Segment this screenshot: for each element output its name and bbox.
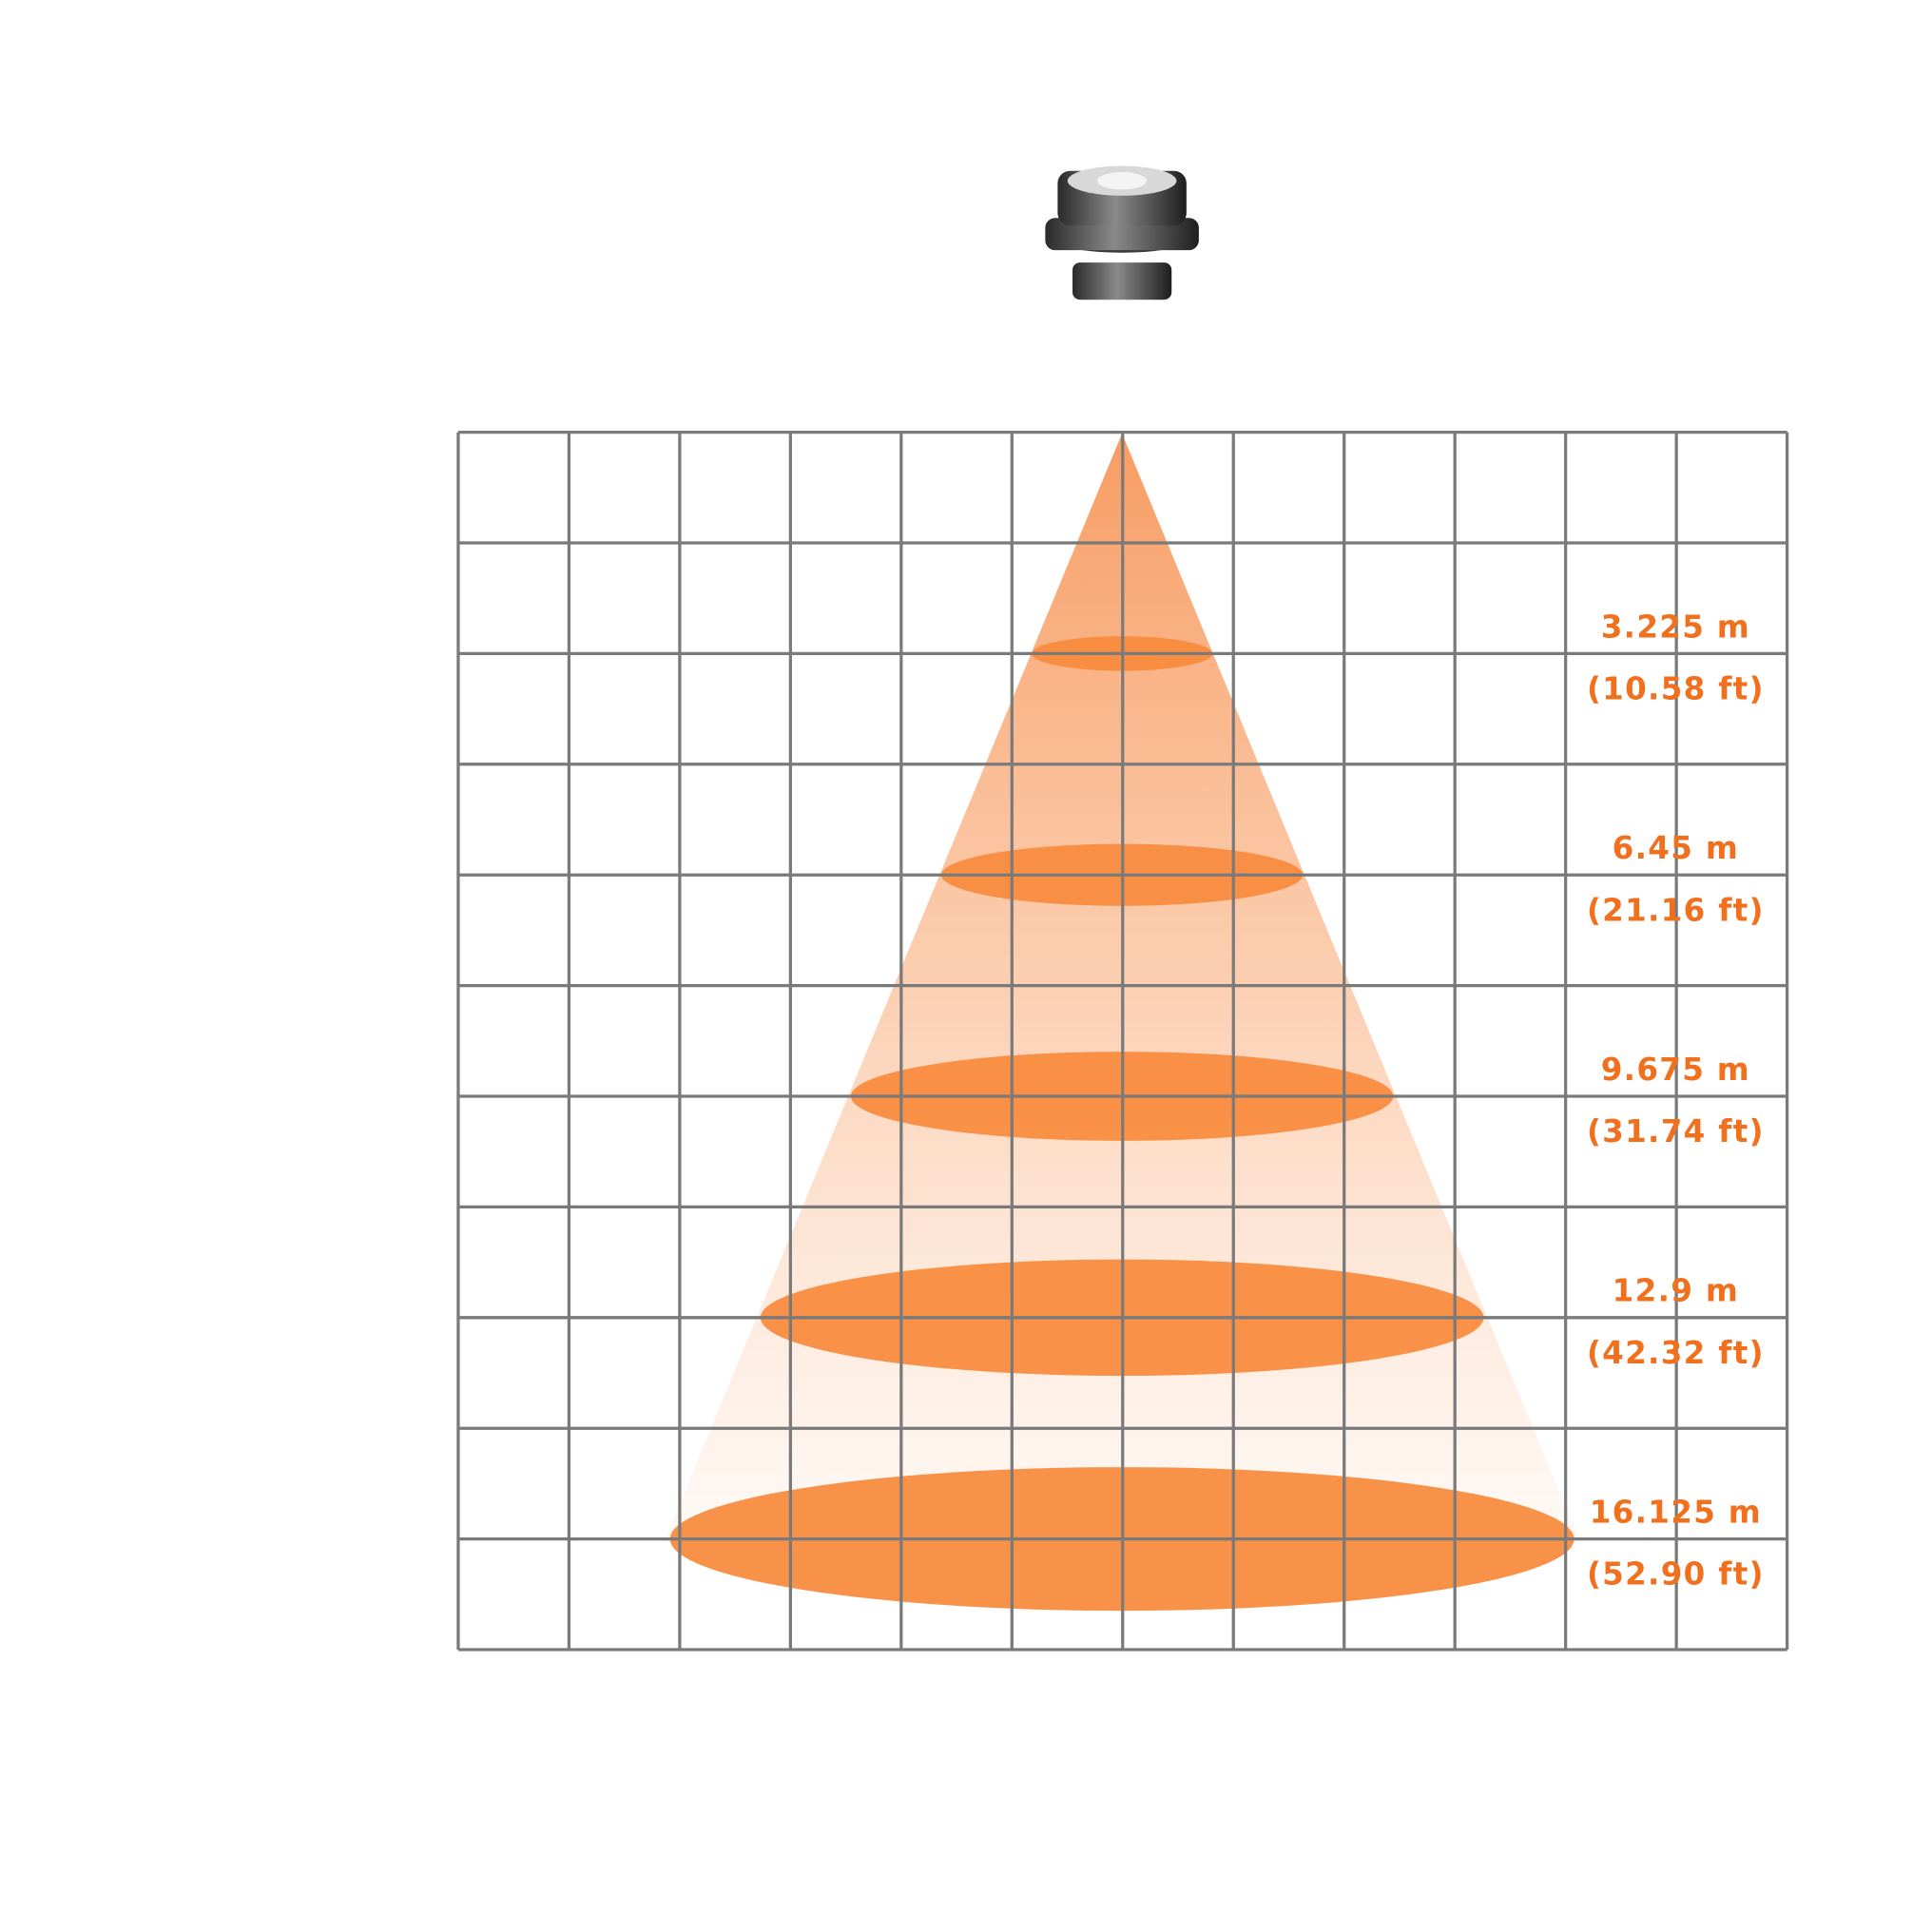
diameter-m: 6.45 m bbox=[1613, 830, 1739, 866]
diameter-ft: (10.58 ft) bbox=[1587, 670, 1765, 706]
lamp-icon bbox=[1045, 165, 1199, 300]
diameter-m: 3.225 m bbox=[1601, 609, 1750, 645]
diameter-ft: (21.16 ft) bbox=[1587, 892, 1765, 928]
diameter-ft: (52.90 ft) bbox=[1587, 1556, 1765, 1593]
grid bbox=[456, 430, 1789, 1652]
diameter-m: 9.675 m bbox=[1601, 1052, 1750, 1088]
diameter-ft: (42.32 ft) bbox=[1587, 1335, 1765, 1371]
diameter-m: 12.9 m bbox=[1613, 1273, 1739, 1309]
diameter-m: 16.125 m bbox=[1590, 1495, 1762, 1531]
beam-labels: 3.225 m (10.58 ft) 6.45 m (21.16 ft) 9.675 m… bbox=[1587, 609, 1765, 1593]
diameter-ft: (31.74 ft) bbox=[1587, 1113, 1765, 1150]
